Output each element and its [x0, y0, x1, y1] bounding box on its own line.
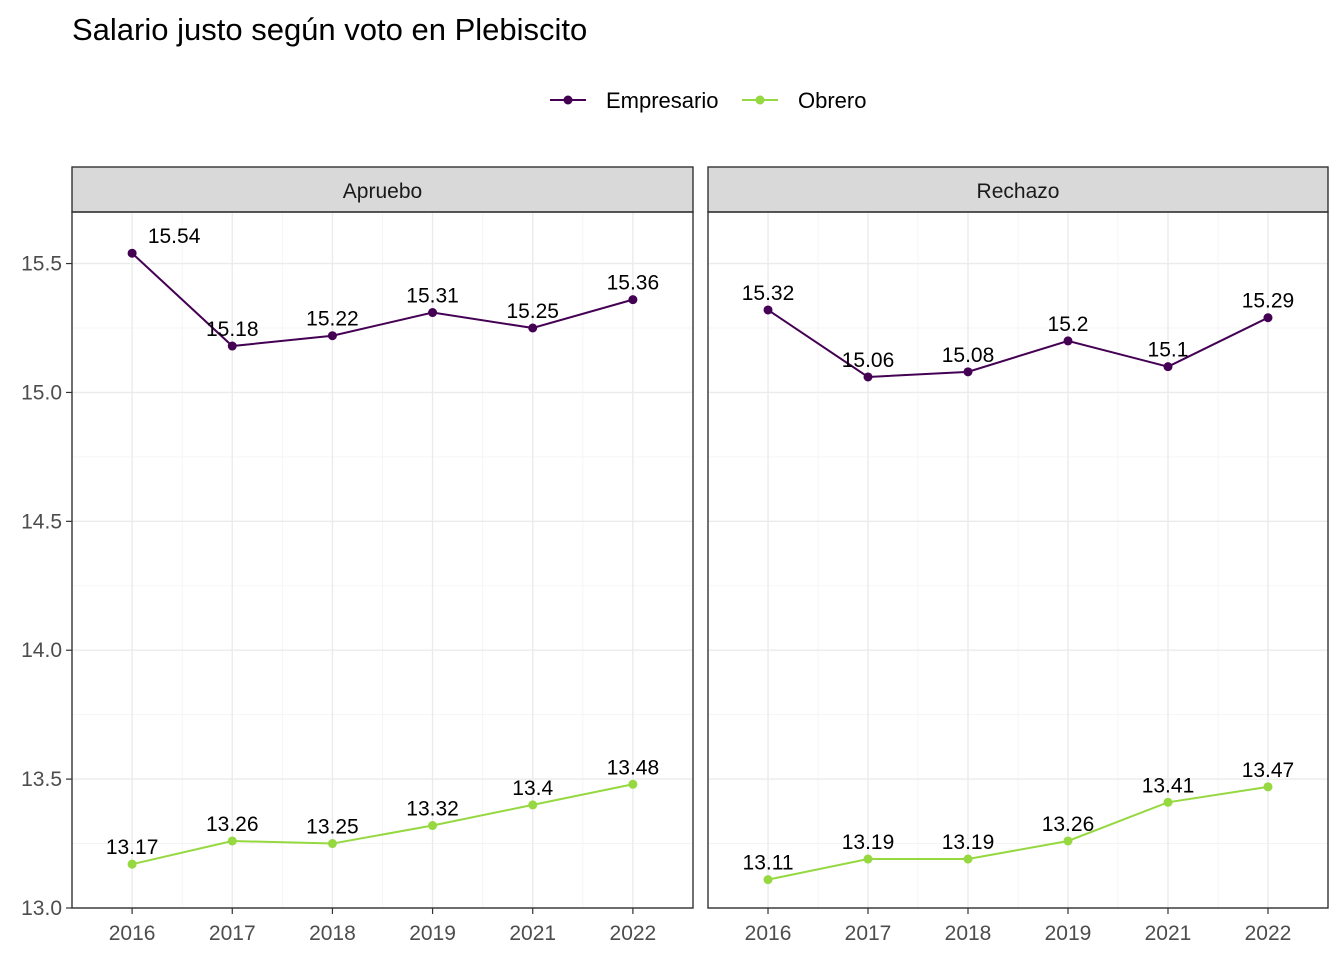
x-tick-label: 2016: [109, 922, 156, 945]
data-label: 15.29: [1242, 290, 1295, 313]
data-label: 15.25: [506, 300, 559, 323]
x-tick-label: 2016: [745, 922, 792, 945]
panel-rechazo: Rechazo 15.32 15.06 15.08 15.2 15.1 15.29 13.11…: [707, 166, 1329, 945]
data-label: 15.22: [306, 308, 359, 331]
facet-strip: [707, 166, 1329, 213]
series-line: [767, 309, 1269, 378]
legend-obrero-label: Obrero: [798, 88, 866, 113]
series-empresario: 15.32 15.06 15.08 15.2 15.1 15.29: [742, 282, 1295, 382]
facet-strip: [71, 166, 694, 213]
data-label: 13.19: [842, 831, 895, 854]
data-point: [763, 875, 773, 885]
x-tick-label: 2019: [1045, 922, 1092, 945]
series-line: [131, 783, 634, 866]
data-point: [863, 372, 873, 382]
data-label: 15.2: [1048, 313, 1089, 336]
data-point: [863, 854, 873, 864]
series-line: [131, 252, 634, 348]
x-tick-label: 2021: [1145, 922, 1192, 945]
data-point: [428, 821, 438, 831]
chart-title: Salario justo según voto en Plebiscito: [72, 12, 587, 47]
data-label: 13.25: [306, 816, 359, 839]
series-obrero: 13.11 13.19 13.19 13.26 13.41 13.47: [743, 759, 1295, 885]
legend: Empresario Obrero: [550, 88, 866, 113]
data-point: [327, 839, 337, 849]
y-tick-label: 15.0: [21, 381, 62, 404]
y-tick-label: 14.5: [21, 510, 62, 533]
legend-empresario-marker: [563, 95, 573, 105]
series-line: [767, 785, 1269, 881]
data-label: 15.08: [942, 344, 995, 367]
data-label: 13.41: [1142, 774, 1195, 797]
data-label: 13.48: [607, 756, 660, 779]
x-tick-label: 2022: [1245, 922, 1292, 945]
data-point: [127, 859, 137, 869]
data-label: 15.1: [1148, 339, 1189, 362]
facet-strip-label: Rechazo: [977, 180, 1060, 203]
data-label: 15.18: [206, 318, 259, 341]
data-point: [628, 779, 638, 789]
facet-strip-label: Apruebo: [343, 180, 422, 203]
data-label: 15.36: [607, 272, 660, 295]
data-label: 13.26: [206, 813, 259, 836]
data-point: [628, 295, 638, 305]
y-tick-label: 13.5: [21, 768, 62, 791]
data-label: 15.54: [148, 225, 201, 248]
data-point: [963, 367, 973, 377]
data-label: 13.19: [942, 831, 995, 854]
x-tick-label: 2019: [409, 922, 456, 945]
x-tick-label: 2017: [209, 922, 256, 945]
data-point: [1163, 797, 1173, 807]
data-label: 13.11: [743, 852, 794, 875]
data-point: [1163, 362, 1173, 372]
data-point: [1063, 836, 1073, 846]
data-label: 15.31: [406, 285, 459, 308]
data-point: [327, 331, 337, 341]
data-point: [528, 323, 538, 333]
legend-obrero-marker: [755, 95, 765, 105]
y-tick-label: 14.0: [21, 639, 62, 662]
x-tick-label: 2021: [509, 922, 556, 945]
data-point: [227, 836, 237, 846]
facet-panels: Apruebo 15.54 15.18 15.22 15.31 15.25 15.36 13.…: [21, 166, 1329, 945]
data-label: 13.47: [1242, 759, 1295, 782]
panel-border: [71, 211, 694, 909]
data-point: [1263, 782, 1273, 792]
data-point: [1263, 313, 1273, 323]
data-label: 13.26: [1042, 813, 1095, 836]
x-tick-label: 2022: [610, 922, 657, 945]
panel-border: [707, 211, 1329, 909]
x-tick-label: 2018: [309, 922, 356, 945]
data-label: 13.4: [512, 777, 553, 800]
data-point: [428, 308, 438, 318]
data-label: 15.32: [742, 282, 795, 305]
series-empresario: 15.54 15.18 15.22 15.31 15.25 15.36: [127, 225, 660, 351]
x-tick-label: 2018: [945, 922, 992, 945]
y-tick-label: 13.0: [21, 897, 62, 920]
series-obrero: 13.17 13.26 13.25 13.32 13.4 13.48: [106, 756, 660, 869]
data-point: [1063, 336, 1073, 346]
y-tick-label: 15.5: [21, 253, 62, 276]
data-label: 15.06: [842, 349, 895, 372]
panel-apruebo: Apruebo 15.54 15.18 15.22 15.31 15.25 15.36 13.…: [21, 166, 694, 945]
data-point: [127, 248, 137, 258]
data-point: [763, 305, 773, 315]
data-point: [227, 341, 237, 351]
legend-empresario-label: Empresario: [606, 88, 718, 113]
data-label: 13.17: [106, 836, 159, 859]
x-tick-label: 2017: [845, 922, 892, 945]
data-label: 13.32: [406, 798, 459, 821]
data-point: [528, 800, 538, 810]
data-point: [963, 854, 973, 864]
